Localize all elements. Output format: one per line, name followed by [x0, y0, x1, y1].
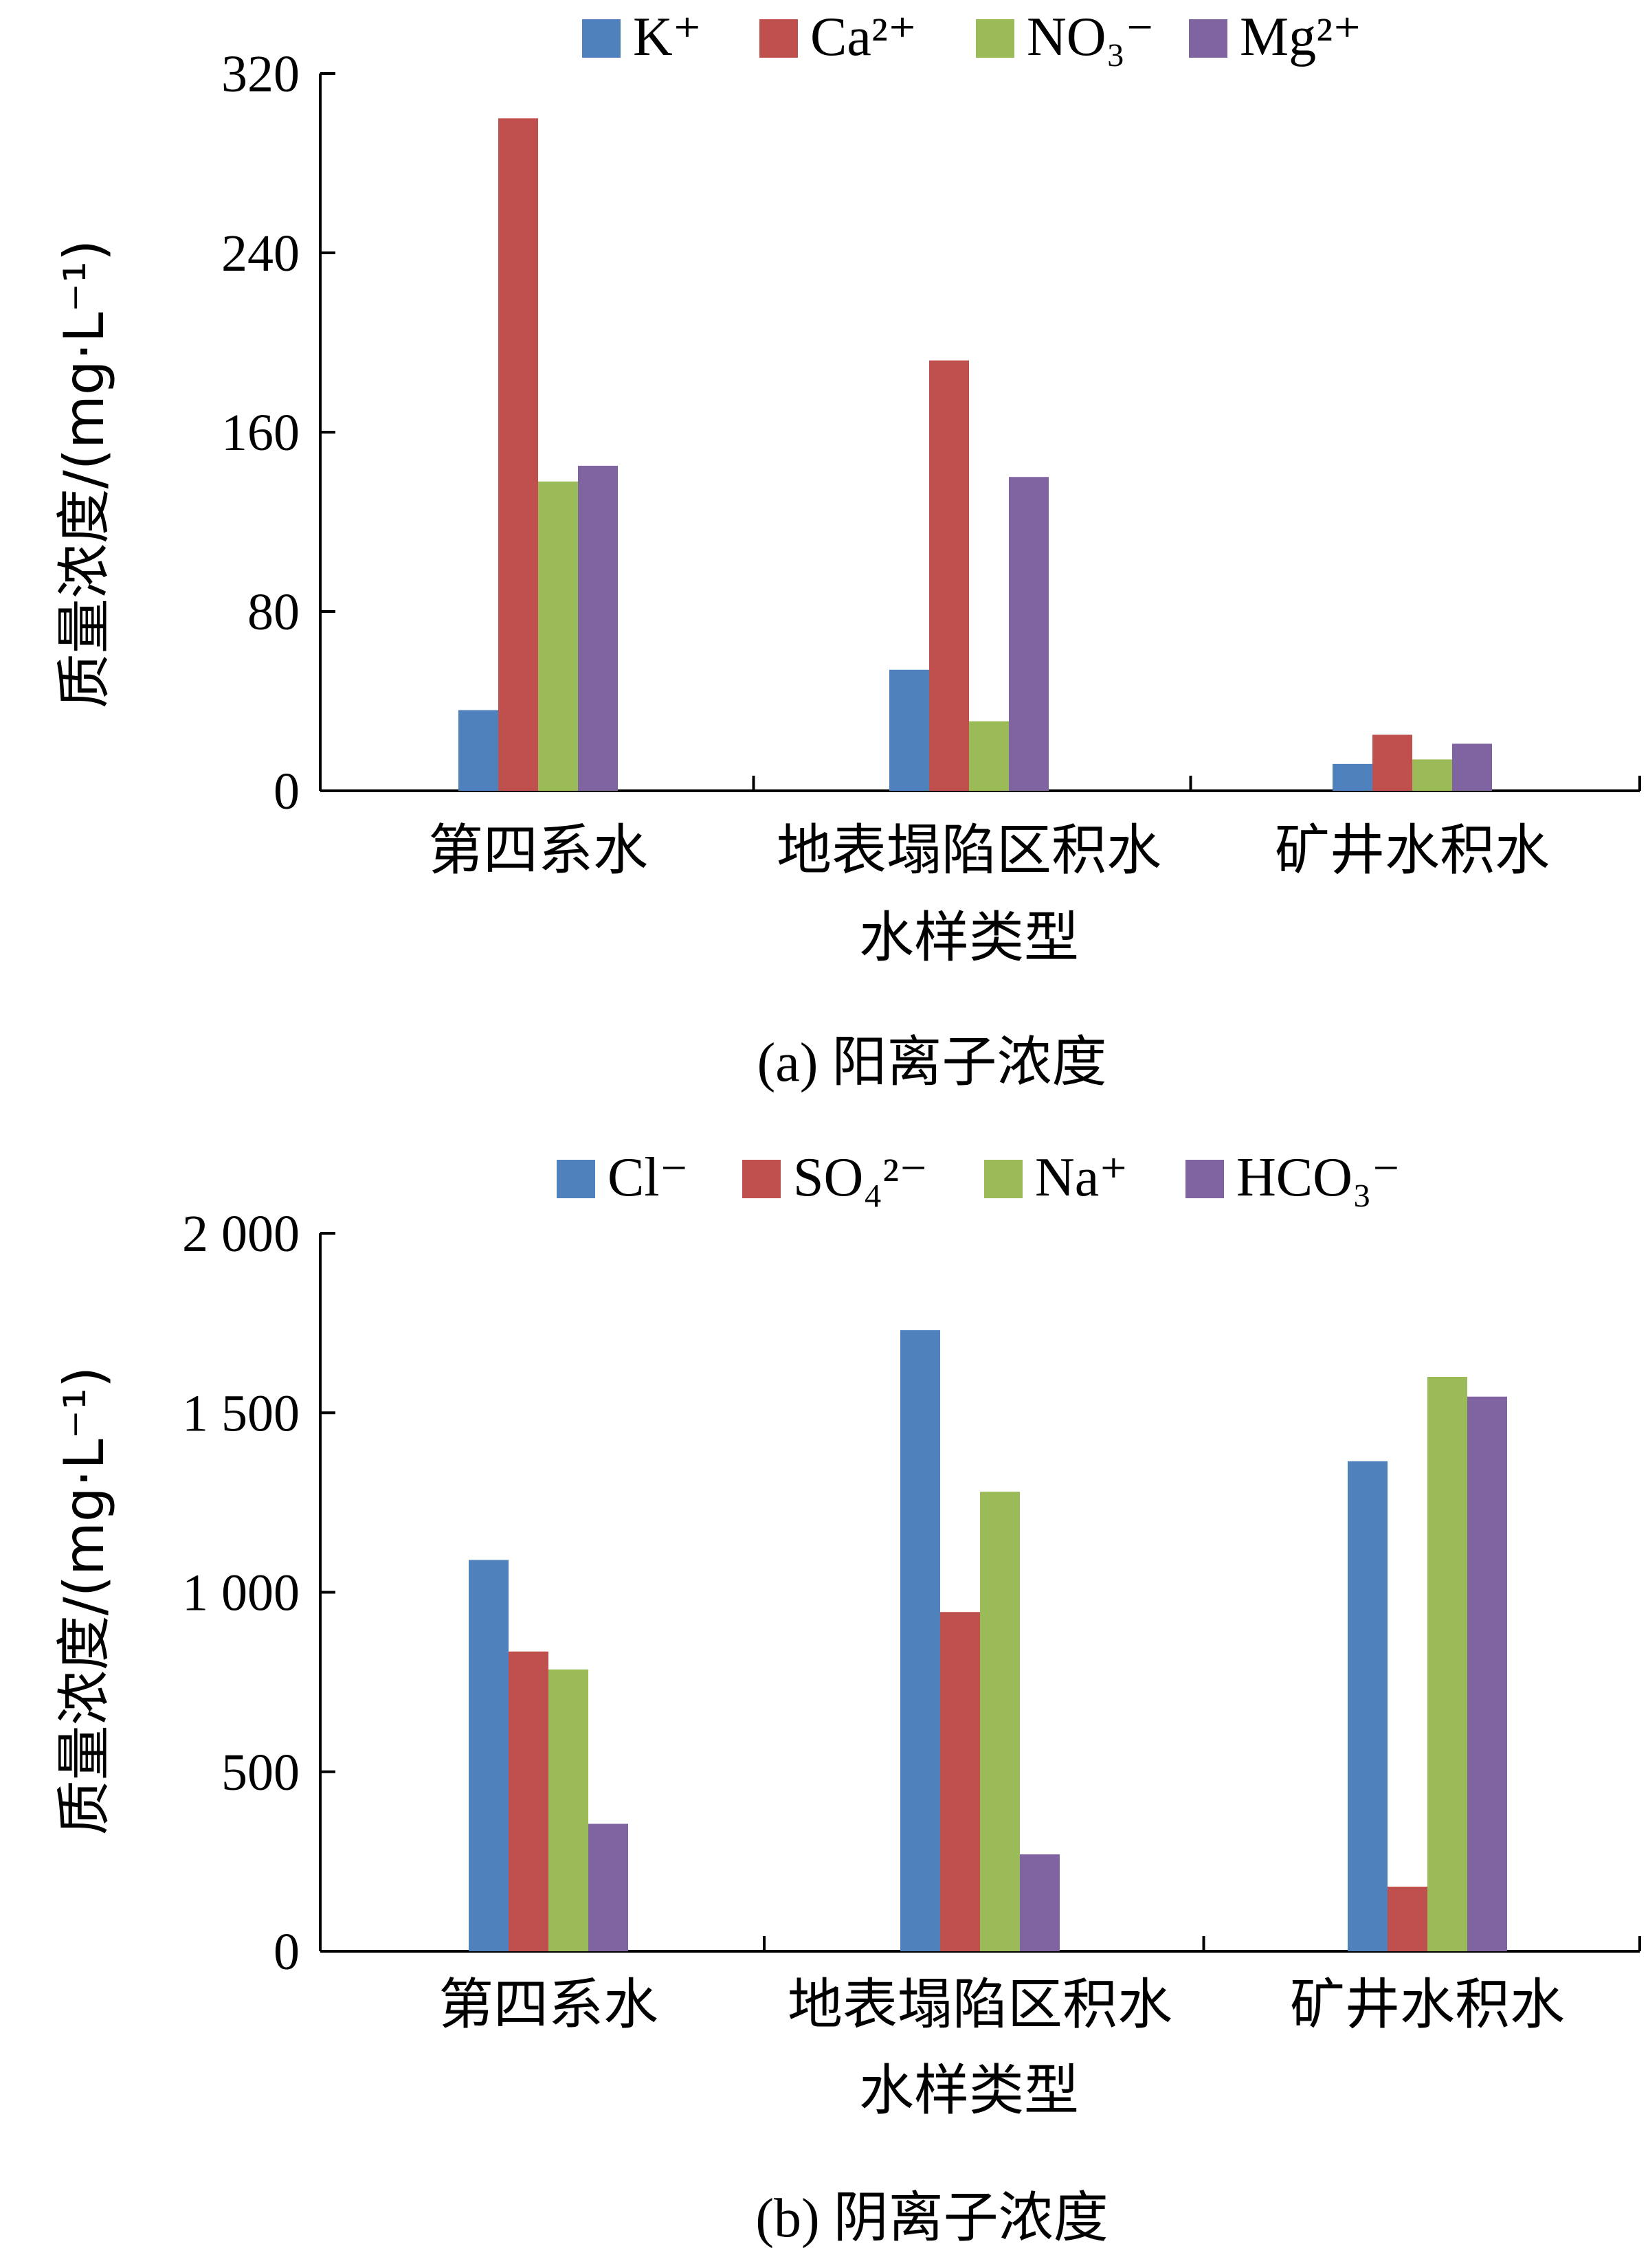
legend-swatch — [582, 19, 621, 58]
legend-label: Mg²⁺ — [1240, 7, 1361, 67]
y-tick-label: 0 — [274, 1923, 300, 1981]
legend-label: Cl⁻ — [608, 1147, 689, 1208]
y-tick-label: 0 — [274, 763, 300, 820]
bar-series-2-group-2 — [929, 360, 969, 791]
bar-series-2-group-1 — [509, 1651, 548, 1951]
bar-series-1-group-3 — [1333, 763, 1372, 791]
bar-series-2-group-3 — [1388, 1886, 1427, 1951]
bar-series-3-group-2 — [980, 1492, 1020, 1951]
bar-series-4-group-2 — [1020, 1854, 1060, 1951]
legend-label: K⁺ — [633, 7, 702, 67]
bar-series-2-group-2 — [940, 1612, 980, 1951]
legend-swatch — [1185, 1160, 1224, 1198]
y-tick-label: 500 — [221, 1744, 300, 1801]
bar-series-2-group-3 — [1372, 734, 1412, 791]
bar-series-4-group-3 — [1452, 743, 1492, 791]
x-category-label: 矿井水积水 — [1290, 1973, 1565, 2036]
bar-series-2-group-1 — [498, 118, 538, 791]
bar-series-1-group-3 — [1348, 1461, 1388, 1951]
x-category-label: 第四系水 — [428, 818, 648, 882]
bar-series-3-group-2 — [969, 721, 1009, 791]
y-tick-label: 1 000 — [182, 1564, 300, 1622]
bar-series-1-group-1 — [458, 710, 498, 791]
bar-series-4-group-1 — [578, 465, 618, 791]
legend-swatch — [984, 1160, 1023, 1198]
y-axis-title: 质量浓度/(mg·L⁻¹) — [52, 240, 116, 708]
legend-swatch — [759, 19, 798, 58]
bar-series-3-group-1 — [548, 1669, 588, 1951]
legend-swatch — [1189, 19, 1227, 58]
x-axis-title: 水样类型 — [859, 906, 1079, 969]
y-tick-label: 160 — [221, 404, 300, 462]
bar-series-1-group-2 — [900, 1330, 940, 1951]
bar-series-1-group-2 — [889, 669, 929, 791]
x-category-label: 地表塌陷区积水 — [777, 818, 1161, 882]
bar-series-1-group-1 — [469, 1560, 509, 1951]
bar-series-4-group-2 — [1009, 477, 1049, 791]
bar-series-3-group-1 — [538, 481, 578, 791]
bar-series-4-group-1 — [588, 1823, 628, 1951]
x-axis-title: 水样类型 — [859, 2058, 1079, 2122]
bar-series-4-group-3 — [1467, 1396, 1507, 1951]
y-tick-label: 1 500 — [182, 1384, 300, 1442]
y-tick-label: 240 — [221, 225, 300, 282]
figure-caption: (a) 阳离子浓度 — [757, 1033, 1107, 1093]
legend-swatch — [976, 19, 1014, 58]
legend-label: NO₃⁻ — [1027, 7, 1155, 67]
legend-swatch — [742, 1160, 781, 1198]
y-axis-title: 质量浓度/(mg·L⁻¹) — [52, 1367, 116, 1835]
legend-label: Na⁺ — [1035, 1147, 1128, 1208]
y-tick-label: 2 000 — [182, 1205, 300, 1263]
y-tick-label: 320 — [221, 45, 300, 103]
y-tick-label: 80 — [247, 583, 300, 641]
bar-series-3-group-3 — [1427, 1377, 1467, 1951]
figure-caption: (b) 阴离子浓度 — [755, 2188, 1108, 2249]
bar-series-3-group-3 — [1412, 759, 1452, 791]
legend-swatch — [557, 1160, 595, 1198]
x-category-label: 地表塌陷区积水 — [788, 1973, 1172, 2036]
legend-label: HCO₃⁻ — [1236, 1147, 1401, 1208]
x-category-label: 矿井水积水 — [1275, 818, 1550, 882]
x-category-label: 第四系水 — [438, 1973, 658, 2036]
legend-label: Ca²⁺ — [810, 7, 917, 67]
legend-label: SO₄²⁻ — [793, 1147, 928, 1208]
